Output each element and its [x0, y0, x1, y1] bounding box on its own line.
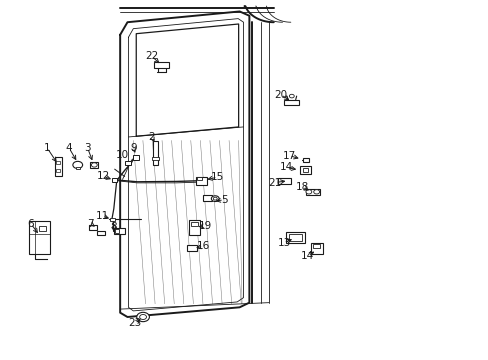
- Text: 7: 7: [87, 219, 94, 229]
- Circle shape: [137, 312, 149, 321]
- Bar: [110, 218, 115, 221]
- Bar: [55, 157, 61, 176]
- Bar: [286, 232, 305, 243]
- Text: 16: 16: [197, 241, 210, 251]
- Bar: [114, 228, 125, 234]
- Text: 11: 11: [95, 211, 108, 221]
- Bar: [153, 141, 158, 165]
- Bar: [76, 167, 80, 169]
- Text: 12: 12: [96, 171, 109, 181]
- Text: 23: 23: [128, 319, 141, 328]
- Bar: [284, 100, 299, 105]
- Bar: [196, 177, 206, 185]
- Bar: [133, 155, 139, 159]
- Bar: [277, 178, 291, 184]
- Text: 2: 2: [148, 132, 155, 142]
- Bar: [203, 195, 211, 201]
- Text: 9: 9: [130, 143, 136, 153]
- Bar: [305, 189, 319, 195]
- Bar: [197, 177, 202, 180]
- Text: 19: 19: [199, 221, 212, 230]
- Text: 15: 15: [211, 172, 224, 182]
- Bar: [313, 244, 320, 248]
- Polygon shape: [29, 221, 50, 253]
- Text: 14: 14: [279, 162, 292, 172]
- Bar: [152, 157, 159, 160]
- Bar: [56, 169, 60, 172]
- Text: 17: 17: [282, 150, 295, 161]
- Circle shape: [313, 190, 319, 194]
- Circle shape: [73, 161, 82, 168]
- Bar: [289, 234, 302, 241]
- Bar: [89, 225, 97, 230]
- Text: 1: 1: [43, 143, 50, 153]
- Bar: [300, 166, 310, 174]
- Bar: [115, 229, 119, 233]
- Bar: [97, 231, 105, 235]
- Bar: [56, 161, 60, 163]
- Bar: [39, 226, 45, 230]
- Text: 6: 6: [27, 219, 34, 229]
- Bar: [191, 222, 198, 226]
- Text: 4: 4: [65, 143, 72, 153]
- Circle shape: [91, 163, 97, 167]
- Bar: [302, 168, 308, 172]
- Text: 22: 22: [145, 51, 158, 61]
- Text: 10: 10: [116, 150, 129, 160]
- Bar: [189, 220, 200, 234]
- Text: 18: 18: [295, 182, 308, 192]
- Text: 21: 21: [268, 177, 281, 188]
- Bar: [302, 158, 309, 162]
- Circle shape: [305, 190, 311, 194]
- Bar: [90, 162, 98, 168]
- Circle shape: [211, 196, 219, 202]
- Bar: [187, 245, 197, 251]
- Bar: [310, 243, 322, 254]
- Text: 8: 8: [110, 222, 117, 231]
- Text: 3: 3: [84, 143, 91, 153]
- Bar: [112, 178, 117, 182]
- Circle shape: [289, 94, 294, 98]
- Text: 13: 13: [277, 238, 290, 248]
- Bar: [124, 161, 131, 165]
- Bar: [154, 62, 168, 68]
- Text: 14: 14: [301, 251, 314, 261]
- Circle shape: [140, 315, 146, 319]
- Text: 20: 20: [274, 90, 287, 100]
- Circle shape: [213, 197, 217, 200]
- Text: 5: 5: [220, 195, 227, 205]
